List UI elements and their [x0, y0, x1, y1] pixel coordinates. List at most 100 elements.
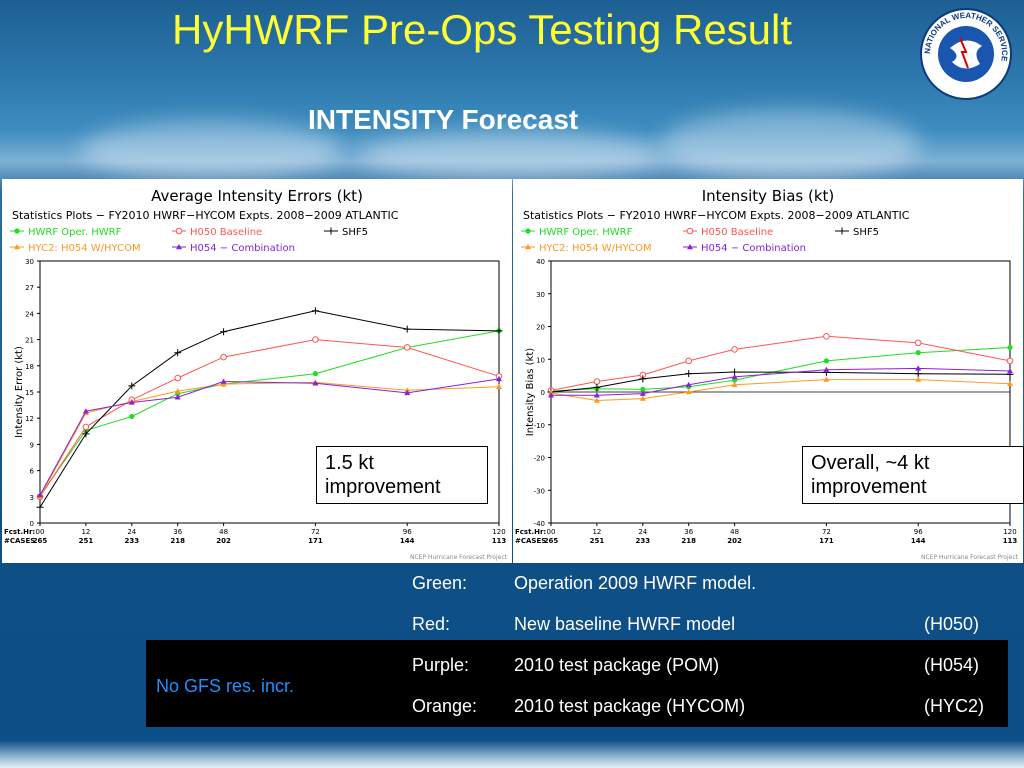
note-right-line2: improvement [811, 476, 927, 498]
intensity-error-data-point [129, 413, 135, 420]
intensity-bias-y-tick-label: 0 [541, 389, 545, 397]
intensity-error-legend-marker [14, 228, 20, 234]
intensity-error-case-count: 113 [492, 537, 507, 545]
intensity-error-x-tick-label: 48 [219, 528, 228, 536]
intensity-bias-legend-marker [838, 227, 846, 235]
legend-color-label: Green: [412, 573, 468, 593]
intensity-bias-legend-marker [525, 244, 531, 250]
cloud-decor [360, 130, 660, 180]
intensity-bias-series-line [550, 379, 1011, 402]
intensity-error-chart: Average Intensity Errors (kt) Statistics … [4, 187, 508, 561]
intensity-bias-legend-entry: SHF5 [835, 227, 879, 238]
intensity-bias-x-tick-label: 00 [547, 528, 556, 536]
intensity-error-legend-entry: H054 − Combination [172, 243, 295, 254]
intensity-error-data-point [312, 336, 319, 343]
intensity-bias-series-line [550, 335, 1011, 391]
intensity-error-data-point [82, 408, 89, 414]
intensity-error-data-point [403, 344, 411, 351]
intensity-bias-y-tick-label: -10 [534, 422, 545, 430]
intensity-bias-y-tick-label: -40 [534, 520, 545, 528]
intensity-bias-y-axis-label: Intensity Bias (kt) [525, 348, 536, 436]
legend-tag: (H054) [924, 655, 980, 675]
intensity-error-y-tick-label: 30 [25, 258, 34, 266]
intensity-error-series-line [39, 310, 500, 508]
intensity-bias-data-point [914, 339, 922, 347]
intensity-error-data-point [220, 378, 227, 384]
intensity-bias-case-count: 144 [911, 537, 926, 545]
intensity-bias-data-point [1007, 368, 1013, 374]
intensity-bias-case-count: 251 [590, 537, 605, 545]
intensity-bias-data-point [823, 358, 829, 364]
intensity-error-data-point [174, 374, 181, 382]
intensity-bias-data-point [640, 386, 646, 392]
intensity-bias-legend-label: HWRF Oper. HWRF [539, 227, 633, 238]
intensity-bias-y-tick-label: 10 [536, 356, 545, 364]
intensity-bias-series [548, 365, 1013, 398]
intensity-error-data-point [404, 389, 411, 396]
intensity-error-legend-marker [175, 227, 183, 235]
intensity-error-series [36, 307, 503, 511]
intensity-bias-legend-label: H054 − Combination [701, 243, 806, 254]
intensity-error-data-point [312, 371, 318, 377]
chart-panel-intensity-error: Average Intensity Errors (kt) Statistics … [2, 179, 512, 563]
intensity-bias-data-point [593, 383, 601, 391]
intensity-error-data-point [312, 380, 319, 386]
intensity-error-chart-title: Average Intensity Errors (kt) [151, 187, 363, 205]
intensity-bias-y-tick-label: 30 [536, 291, 545, 299]
intensity-bias-data-point [685, 357, 692, 365]
intensity-error-data-point [82, 430, 90, 438]
intensity-bias-data-point [823, 333, 830, 340]
intensity-bias-data-point [593, 392, 600, 398]
intensity-error-series-line [39, 339, 500, 498]
intensity-error-data-point [403, 325, 411, 333]
intensity-bias-data-point [731, 381, 738, 387]
intensity-bias-data-point [548, 392, 554, 398]
intensity-error-data-point [496, 375, 502, 382]
intensity-bias-data-point [593, 397, 600, 403]
intensity-error-y-tick-label: 6 [30, 468, 35, 476]
intensity-bias-case-count: 233 [635, 537, 650, 545]
note-improvement-right: Overall, ~4 kt improvement [802, 446, 1024, 504]
intensity-error-y-axis-label: Intensity Error (kt) [14, 346, 25, 438]
intensity-bias-data-point [915, 350, 921, 356]
legend-description: 2010 test package (HYCOM) [514, 696, 746, 716]
chart-panel-intensity-bias: Intensity Bias (kt) Statistics Plots − FY… [513, 179, 1023, 563]
intensity-bias-chart-title: Intensity Bias (kt) [702, 187, 835, 205]
intensity-error-data-point [220, 381, 227, 387]
intensity-error-legend-marker [327, 227, 335, 235]
intensity-error-x-tick-label: 96 [403, 528, 412, 536]
legend-color-label: Orange: [412, 696, 478, 716]
intensity-error-x-tick-label: 120 [492, 528, 505, 536]
intensity-bias-case-count: 202 [727, 537, 742, 545]
intensity-error-data-point [36, 503, 44, 511]
intensity-error-legend-entry: H050 Baseline [172, 227, 262, 238]
intensity-error-data-point [220, 353, 227, 361]
intensity-bias-data-point [823, 376, 830, 382]
intensity-error-case-count: 233 [124, 537, 139, 545]
intensity-bias-legend-entry: HWRF Oper. HWRF [521, 227, 633, 238]
intensity-bias-data-point [639, 395, 646, 401]
intensity-error-case-count: 202 [216, 537, 231, 545]
legend-black-box [146, 640, 1008, 727]
intensity-error-legend-label: HYC2: H054 W/HYCOM [28, 243, 141, 254]
intensity-error-data-point [128, 382, 136, 390]
intensity-bias-data-point [914, 370, 922, 378]
intensity-error-legend-label: SHF5 [342, 227, 368, 238]
intensity-error-y-tick-label: 18 [25, 363, 34, 371]
intensity-bias-chart: Intensity Bias (kt) Statistics Plots − FY… [515, 187, 1019, 561]
intensity-bias-x-tick-label: 120 [1003, 528, 1016, 536]
note-left-line2: improvement [325, 476, 441, 498]
intensity-bias-fcst-label: Fcst.Hr: [515, 528, 546, 536]
intensity-bias-data-point [731, 346, 738, 353]
intensity-error-y-tick-label: 27 [25, 284, 34, 292]
slide-subtitle: INTENSITY Forecast [308, 104, 579, 135]
intensity-bias-series-line [550, 347, 1011, 392]
intensity-error-data-point [311, 307, 319, 315]
intensity-error-series-line [39, 378, 500, 496]
intensity-error-data-point [128, 399, 135, 405]
intensity-bias-series [548, 376, 1013, 403]
intensity-bias-cases-label: #CASES [515, 537, 546, 545]
intensity-error-series-line [39, 381, 500, 498]
intensity-error-case-count: 218 [170, 537, 185, 545]
intensity-error-legend-marker [14, 244, 20, 250]
